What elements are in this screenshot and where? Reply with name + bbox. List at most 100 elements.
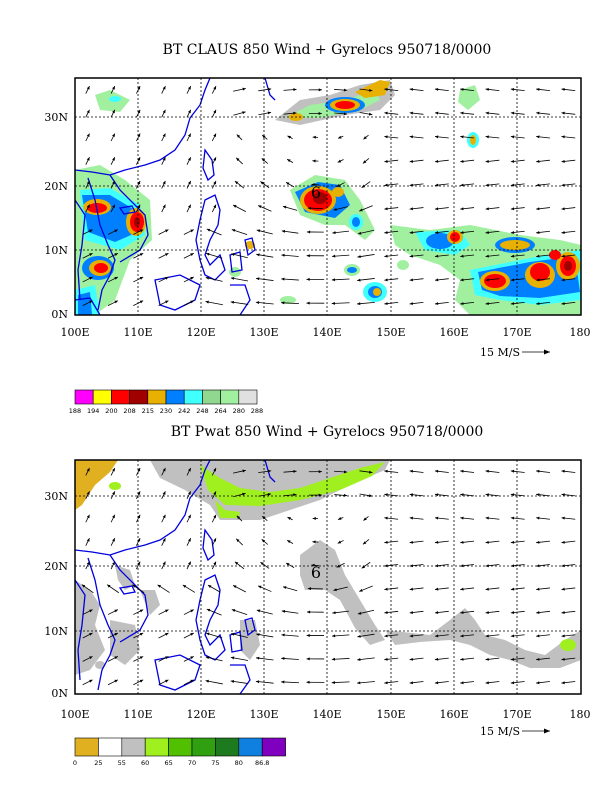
wind-arrow-head (384, 87, 388, 91)
wind-arrow-head (267, 111, 272, 115)
wind-arrow-head (561, 516, 565, 520)
wind-arrow-head (114, 300, 118, 304)
wind-arrow-head (369, 470, 373, 474)
wind-arrow-head (187, 561, 191, 566)
colorbar-label: 215 (142, 407, 154, 415)
wind-arrow-head (510, 87, 515, 91)
colorbar-swatch (183, 389, 203, 405)
wind-arrow-head (267, 493, 272, 496)
colorbar-swatch (144, 737, 169, 757)
bottom-y-axis: 0N 10N 20N 30N (44, 490, 68, 700)
wind-arrow-head (343, 493, 348, 497)
wind-arrow-head (536, 493, 540, 497)
top-title: BT CLAUS 850 Wind + Gyrelocs 950718/0000 (163, 42, 492, 58)
wind-arrow-head (561, 302, 565, 306)
wind-arrow-head (460, 493, 464, 497)
wind-arrow-head (409, 587, 413, 591)
coastlines (75, 460, 276, 694)
wind-arrow-head (343, 88, 348, 92)
wind-arrow-head (510, 611, 515, 615)
wind-arrow-head (434, 254, 439, 258)
wind-arrow-head (485, 634, 489, 638)
colorbar-swatch (92, 389, 112, 405)
wind-arrow-head (384, 111, 388, 115)
wind-arrow-head (89, 253, 93, 257)
wind-arrow-head (187, 86, 191, 90)
wind-arrow-head (162, 561, 166, 566)
wind-arrow-head (409, 681, 413, 685)
wind-arrow-head (242, 492, 246, 496)
wind-arrow-head (256, 633, 260, 637)
wind-arrow-head (409, 183, 413, 187)
wind-arrow-head (89, 229, 93, 233)
grid (75, 460, 581, 694)
colorbar-label: 264 (214, 407, 226, 415)
wind-arrow-head (510, 183, 515, 187)
wind-arrow-head (132, 584, 136, 588)
wind-arrow-head (460, 135, 464, 139)
wind-arrow-head (434, 634, 439, 638)
wind-arrow-head (281, 277, 285, 281)
wind-arrow-head (434, 516, 439, 520)
bottom-title: BT Pwat 850 Wind + Gyrelocs 950718/0000 (171, 424, 484, 440)
wind-arrow-head (357, 302, 361, 306)
wind-vectors (82, 85, 576, 306)
wind-arrow-head (89, 276, 93, 280)
wind-arrow-head (162, 133, 166, 138)
wind-arrow-head (362, 541, 367, 545)
wind-arrow-head (434, 469, 439, 473)
wind-arrow-head (384, 493, 388, 497)
wind-arrow-head (434, 183, 439, 187)
wind-arrow-head (137, 133, 141, 138)
x-tick: 180 (570, 326, 591, 339)
wind-arrow-head (139, 253, 144, 257)
wind-arrow-head (409, 564, 413, 568)
wind-arrow-head (357, 278, 361, 282)
wind-arrow-head (361, 565, 366, 569)
wind-arrow-head (331, 278, 336, 282)
wind-arrow-head (384, 183, 388, 187)
wind-arrow-head (112, 467, 115, 472)
wind-arrow-head (460, 657, 464, 661)
wind-arrow-head (112, 180, 115, 185)
colorbar-label: 75 (211, 759, 219, 767)
wind-arrow-head (384, 516, 388, 520)
wind-arrow-head (190, 679, 194, 683)
wind-arrow-head (409, 254, 413, 258)
wind-arrow-head (213, 491, 217, 495)
wind-arrow-head (485, 111, 489, 115)
wind-arrow-head (281, 657, 285, 661)
wind-arrow-head (256, 656, 260, 660)
wind-arrow-head (262, 516, 266, 520)
wind-arrow-head (384, 681, 388, 685)
wind-arrow-head (190, 609, 194, 613)
wind-arrow-head (256, 253, 260, 257)
wind-arrow-head (357, 681, 361, 685)
x-tick: 120E (186, 326, 215, 339)
wind-arrow-head (485, 302, 489, 306)
x-tick: 150E (376, 708, 405, 721)
wind-arrow-head (434, 611, 439, 615)
wind-arrow-head (409, 135, 413, 139)
wind-arrow-head (561, 634, 565, 638)
wind-arrow-head (460, 540, 464, 544)
wind-arrow-head (318, 112, 322, 116)
wind-arrow-head (384, 634, 388, 638)
wind-arrow-head (384, 611, 388, 615)
y-tick: 10N (44, 625, 68, 638)
wind-arrow-head (536, 207, 540, 211)
wind-arrow-head (409, 207, 413, 211)
wind-arrow-head (460, 516, 464, 520)
wind-arrow-head (233, 585, 237, 589)
wind-arrow-head (205, 679, 209, 683)
bottom-colorbar: 0 25 55 60 65 70 75 80 86.8 (73, 737, 286, 767)
wind-arrow-head (89, 609, 93, 613)
wind-arrow-head (258, 205, 262, 209)
wind-arrow-head (293, 88, 297, 92)
wind-arrow-head (139, 276, 144, 280)
wind-arrow-head (307, 206, 312, 210)
wind-arrow-head (234, 181, 239, 185)
colorbar-label: 248 (196, 407, 208, 415)
wind-arrow-head (331, 681, 335, 685)
wind-arrow-head (485, 611, 489, 615)
